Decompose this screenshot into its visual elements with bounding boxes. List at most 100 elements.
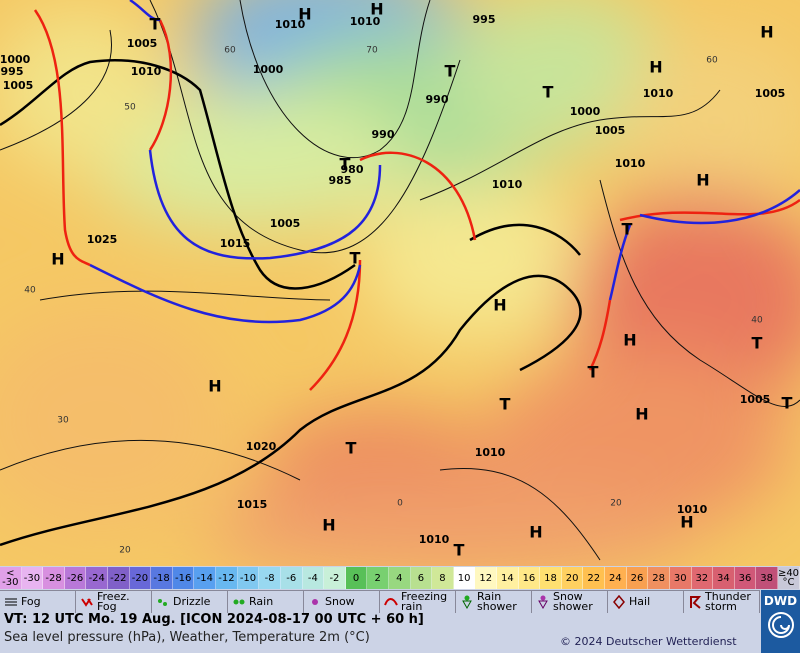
scale-cell: -10 <box>237 567 260 589</box>
copyright: © 2024 Deutscher Wetterdienst <box>560 635 737 648</box>
pressure-center: H <box>322 516 335 535</box>
isobar-label: 990 <box>372 128 395 141</box>
scale-cell: -30 <box>21 567 44 589</box>
legend-label: Hail <box>629 595 651 608</box>
scale-cell: -4 <box>302 567 325 589</box>
legend-icon <box>233 599 245 605</box>
logo-text: DWD <box>763 594 798 608</box>
grid-label: 0 <box>397 499 403 509</box>
grid-label: 50 <box>124 103 136 113</box>
pressure-center: H <box>493 296 506 315</box>
grid-label: 60 <box>224 46 236 56</box>
isobar-label: 1000 <box>253 63 284 76</box>
isobar-label: 1010 <box>131 65 162 78</box>
legend-label: Thunder storm <box>705 590 751 613</box>
map: 1010 1010 99510051010100099510051000990990… <box>0 0 800 566</box>
isobar-label: 1005 <box>740 393 771 406</box>
pressure-center: H <box>680 513 693 532</box>
pressure-center: H <box>529 523 542 542</box>
logo: DWD <box>761 590 800 653</box>
isobar-label: 1015 <box>237 498 268 511</box>
legend-label: Freezing rain <box>401 590 448 613</box>
legend-item: Hail <box>608 591 684 613</box>
color-scale: < -30 -30 -28 -26 -24 -22 -20 -18 -16 -14 -12 -10 -8… <box>0 567 800 589</box>
scale-cell: -16 <box>172 567 195 589</box>
scale-cell: 2 <box>367 567 389 589</box>
map-labels: 1010 1010 99510051010100099510051000990990… <box>0 0 793 560</box>
legend-icon <box>613 595 625 609</box>
pressure-center: T <box>622 220 633 239</box>
pressure-center: H <box>51 250 64 269</box>
temperature-field <box>0 0 800 566</box>
pressure-center: H <box>208 377 221 396</box>
pressure-center: T <box>454 541 465 560</box>
pressure-center: H <box>760 23 773 42</box>
legend-icon <box>5 598 17 606</box>
isobar-label: 995 <box>1 65 24 78</box>
scale-cell: -18 <box>151 567 173 589</box>
scale-cell: 38 <box>756 567 778 589</box>
pressure-center: T <box>782 394 793 413</box>
legend-item: Fog <box>0 591 76 613</box>
scale-cell: 32 <box>691 567 714 589</box>
isobar-label: 995 <box>473 13 496 26</box>
legend-item: Thunder storm <box>684 591 760 613</box>
pressure-center: T <box>500 395 511 414</box>
scale-cell: 24 <box>605 567 627 589</box>
scale-cell: 18 <box>540 567 562 589</box>
scale-cell: 22 <box>583 567 606 589</box>
scale-cell: -14 <box>194 567 217 589</box>
pressure-center: H <box>370 0 383 19</box>
isobar-label: 1010 <box>615 157 646 170</box>
isobar-label: 1000 <box>570 105 601 118</box>
scale-cell: 20 <box>561 567 584 589</box>
isobar-label: 1015 <box>220 237 251 250</box>
legend-item: Drizzle <box>152 591 228 613</box>
pressure-center: T <box>346 439 357 458</box>
isobar-label: 1020 <box>246 440 277 453</box>
pressure-center: T <box>340 155 351 174</box>
pressure-center: T <box>150 15 161 34</box>
isobar-label: 1010 <box>350 15 381 28</box>
scale-cell: 28 <box>648 567 670 589</box>
isobar-label: 1005 <box>270 217 301 230</box>
isobar-label: 1010 <box>492 178 523 191</box>
logo-icon <box>767 612 794 638</box>
grid-label: 20 <box>119 546 131 556</box>
scale-cell: 16 <box>518 567 541 589</box>
scale-cell: -24 <box>86 567 109 589</box>
legend-label: Snow <box>325 595 355 608</box>
scale-cell: -8 <box>259 567 281 589</box>
grid-label: 70 <box>366 46 378 56</box>
isobar-label: 985 <box>329 174 352 187</box>
scale-cell: 0 <box>345 567 368 589</box>
grid-label: 40 <box>751 316 763 326</box>
grid-label: 40 <box>24 286 36 296</box>
pressure-center: H <box>635 405 648 424</box>
isobar-label: 1000 <box>0 53 31 66</box>
isobar-label: 1010 <box>643 87 674 100</box>
scale-cell: -26 <box>64 567 87 589</box>
legend-label: Freez. Fog <box>97 590 130 613</box>
scale-cell: 10 <box>453 567 476 589</box>
scale-cell: -12 <box>216 567 238 589</box>
scale-cell: 34 <box>713 567 735 589</box>
pressure-center: T <box>752 334 763 353</box>
legend-label: Fog <box>21 595 41 608</box>
description: Sea level pressure (hPa), Weather, Tempe… <box>4 630 370 645</box>
legend-item: Freezing rain <box>380 591 456 613</box>
legend-icon <box>384 598 398 606</box>
isobar-label: 1005 <box>127 37 158 50</box>
isobar-label: 1010 <box>419 533 450 546</box>
isobar-label: 1010 <box>677 503 708 516</box>
pressure-center: H <box>298 5 311 24</box>
legend-item: Snow <box>304 591 380 613</box>
grid-label: 60 <box>706 56 718 66</box>
scale-cell: 14 <box>497 567 519 589</box>
legend-icon <box>462 595 472 609</box>
grid-label: 30 <box>57 416 69 426</box>
isobar-label: 1005 <box>755 87 786 100</box>
scale-cell: -28 <box>43 567 65 589</box>
isobar-label: 1005 <box>3 79 34 92</box>
